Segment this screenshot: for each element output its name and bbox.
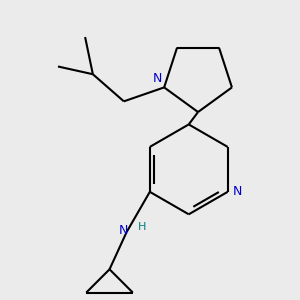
- Text: N: N: [152, 72, 162, 85]
- Text: N: N: [233, 185, 242, 198]
- Text: H: H: [137, 223, 146, 232]
- Text: N: N: [119, 224, 128, 237]
